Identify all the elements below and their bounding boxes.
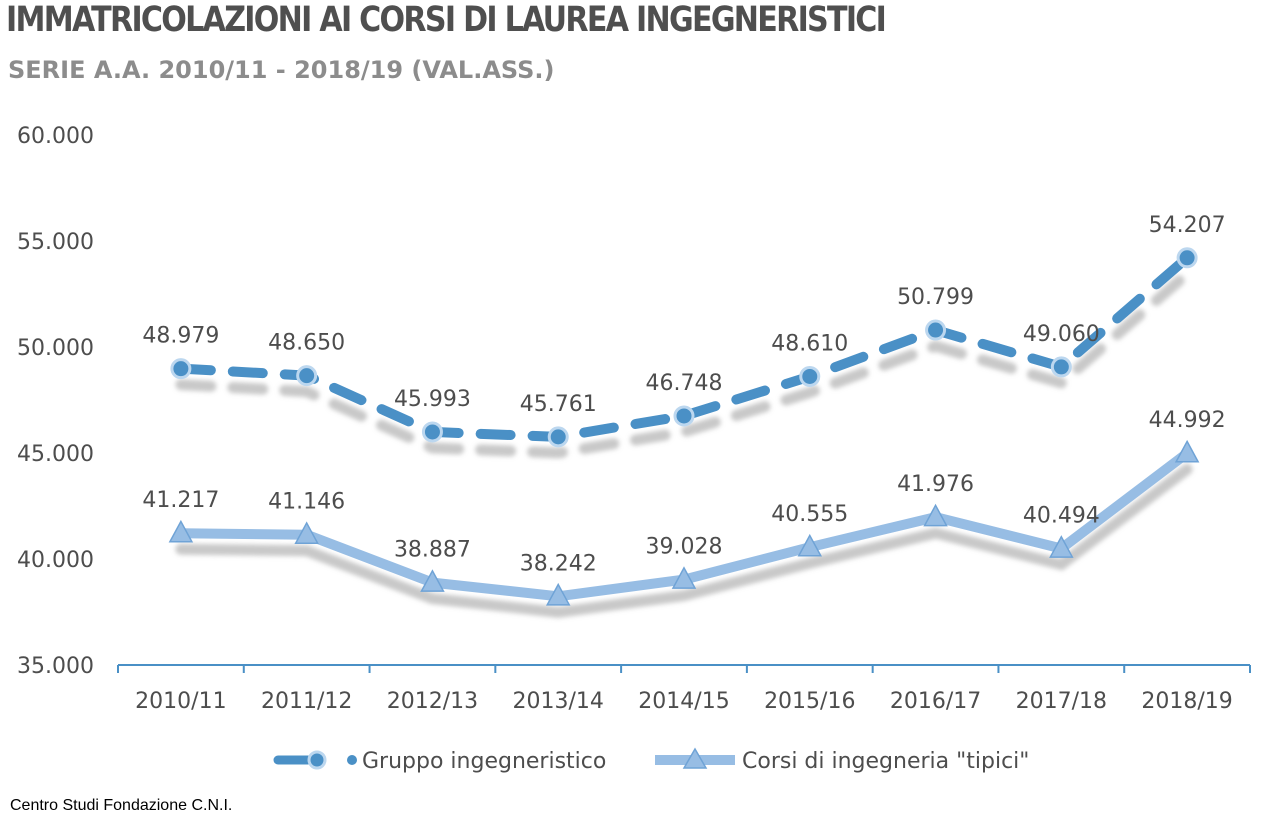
- data-point: [1176, 247, 1198, 269]
- data-point: [1049, 535, 1074, 558]
- x-tick-label: 2010/11: [135, 689, 226, 714]
- source-note: Centro Studi Fondazione C.N.I.: [10, 797, 233, 814]
- legend-marker: [347, 755, 357, 765]
- y-tick-label: 40.000: [17, 548, 94, 573]
- x-tick-label: 2015/16: [764, 689, 855, 714]
- data-label: 48.610: [771, 331, 848, 356]
- chart-subtitle: SERIE A.A. 2010/11 - 2018/19 (VAL.ASS.): [8, 56, 555, 84]
- data-point: [545, 582, 571, 606]
- data-point: [797, 533, 823, 557]
- x-tick-label: 2017/18: [1016, 689, 1107, 714]
- x-tick-label: 2016/17: [890, 689, 981, 714]
- data-point: [296, 365, 318, 387]
- data-point: [420, 569, 445, 592]
- series-shadow: [175, 268, 1193, 459]
- data-label: 40.555: [771, 502, 848, 527]
- y-tick-label: 60.000: [17, 124, 94, 149]
- data-label: 50.799: [897, 285, 974, 310]
- chart-title: IMMATRICOLAZIONI AI CORSI DI LAUREA INGE…: [6, 0, 887, 40]
- series-markers: [168, 247, 1200, 606]
- data-label: 48.650: [268, 331, 345, 356]
- data-label: 41.217: [142, 488, 219, 513]
- x-axis: 2010/11 2011/12 2012/13 2013/14 2014/15 2015/…: [117, 664, 1251, 714]
- series-shadow: [175, 463, 1193, 618]
- legend-label: Corsi di ingegneria "tipici": [742, 749, 1029, 774]
- data-point: [294, 521, 319, 545]
- data-label: 54.207: [1149, 213, 1226, 238]
- data-point: [547, 426, 569, 448]
- data-point: [168, 519, 194, 543]
- x-tick-label: 2011/12: [261, 689, 352, 714]
- y-axis: 35.000 40.000 45.000 50.000 55.000 60.000: [17, 124, 94, 679]
- data-point: [925, 319, 947, 341]
- data-point: [1174, 439, 1200, 463]
- legend-marker: [682, 747, 708, 769]
- data-point: [170, 358, 192, 380]
- data-point: [673, 405, 695, 427]
- data-label: 41.146: [268, 490, 345, 515]
- y-tick-label: 55.000: [17, 230, 94, 255]
- y-tick-label: 50.000: [17, 336, 94, 361]
- data-label: 41.976: [897, 472, 974, 497]
- data-label: 45.993: [394, 387, 471, 412]
- data-label: 38.887: [394, 538, 471, 563]
- y-tick-label: 35.000: [17, 654, 94, 679]
- data-point: [421, 421, 443, 443]
- data-label: 38.242: [520, 551, 597, 576]
- data-label: 40.494: [1023, 504, 1100, 529]
- legend: Gruppo ingegneristico Corsi di ingegneria…: [273, 747, 1029, 774]
- x-tick-label: 2013/14: [513, 689, 604, 714]
- data-point: [1050, 356, 1072, 378]
- data-label: 49.060: [1023, 322, 1100, 347]
- x-tick-label: 2014/15: [638, 689, 729, 714]
- x-tick-label: 2018/19: [1141, 689, 1232, 714]
- data-label: 45.761: [520, 392, 597, 417]
- data-labels: 48.979 48.650 45.993 45.761 46.748 48.610 50.7…: [142, 213, 1225, 576]
- data-label: 46.748: [646, 371, 723, 396]
- data-point: [671, 566, 697, 589]
- series-shadows: [175, 268, 1193, 618]
- data-label: 39.028: [646, 535, 723, 560]
- data-point: [923, 503, 948, 527]
- legend-label: Gruppo ingegneristico: [362, 749, 606, 774]
- data-label: 48.979: [142, 324, 219, 349]
- y-tick-label: 45.000: [17, 442, 94, 467]
- legend-marker: [307, 750, 327, 770]
- x-tick-label: 2012/13: [387, 689, 478, 714]
- data-point: [799, 365, 821, 387]
- data-label: 44.992: [1149, 408, 1226, 433]
